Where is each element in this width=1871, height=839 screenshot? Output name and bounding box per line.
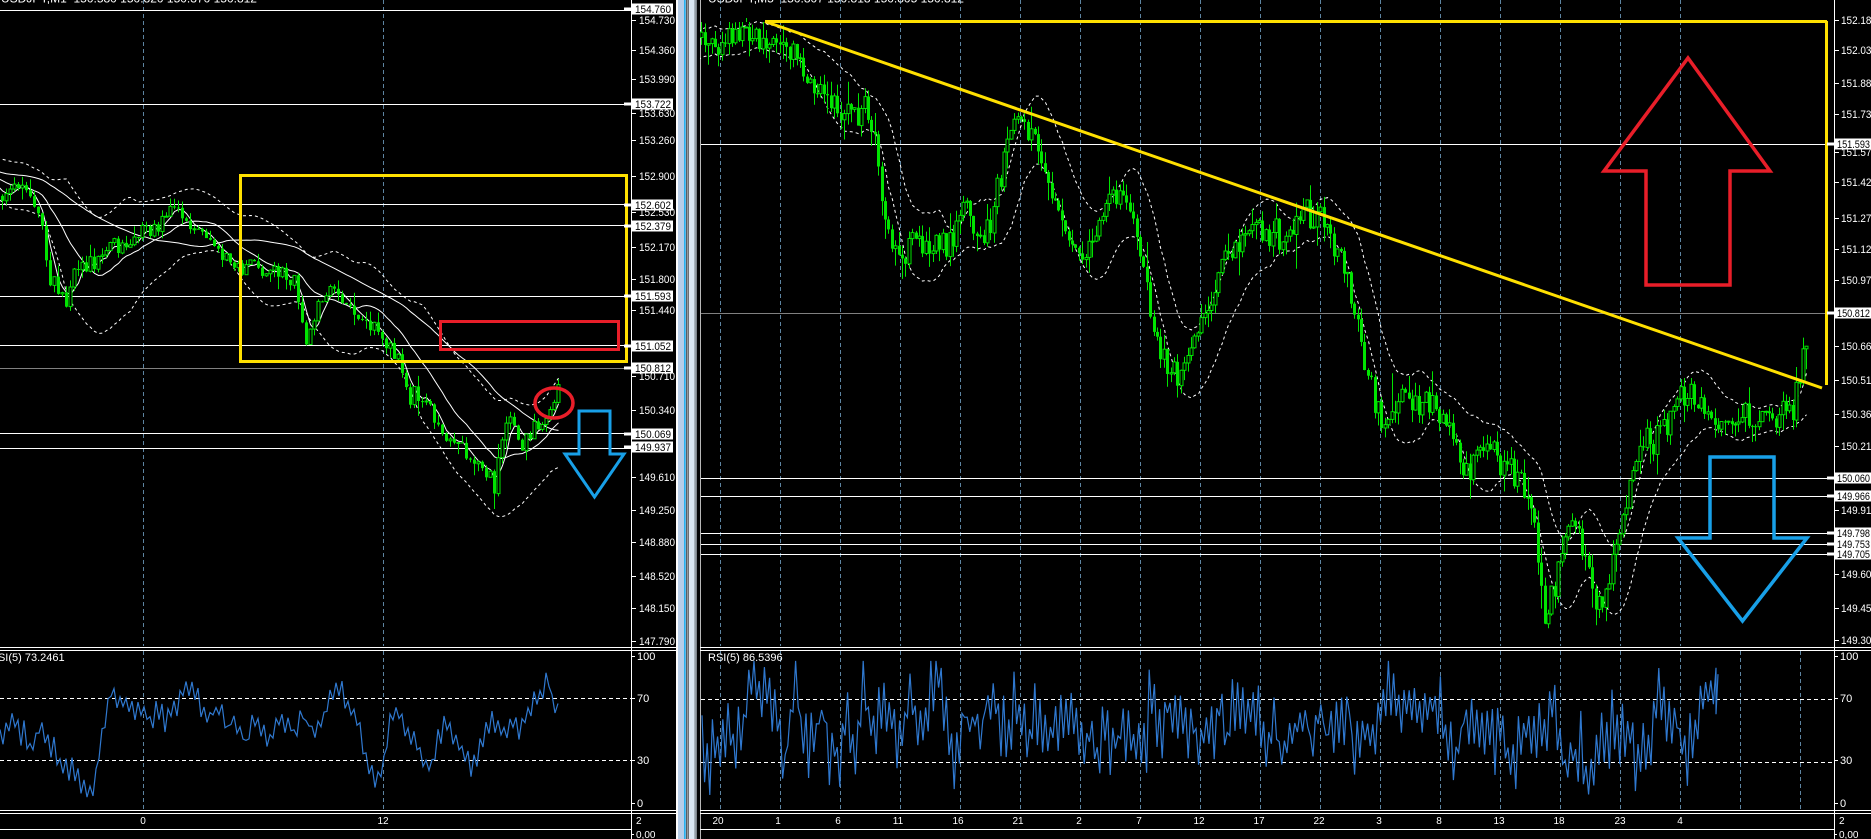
- svg-text:150.710: 150.710: [639, 371, 675, 383]
- svg-text:150.365: 150.365: [1841, 409, 1871, 421]
- svg-text:20: 20: [712, 816, 724, 827]
- svg-text:147.790: 147.790: [639, 636, 675, 648]
- svg-text:154.730: 154.730: [639, 15, 675, 27]
- svg-text:70: 70: [1840, 693, 1852, 705]
- svg-text:100: 100: [637, 651, 655, 663]
- svg-text:70: 70: [637, 693, 649, 705]
- svg-text:150.665: 150.665: [1841, 341, 1871, 353]
- svg-text:150.340: 150.340: [639, 405, 675, 417]
- svg-text:151.052: 151.052: [635, 341, 671, 353]
- svg-text:149.705: 149.705: [1837, 549, 1870, 561]
- svg-text:21: 21: [1012, 816, 1024, 827]
- svg-text:149.753: 149.753: [1837, 539, 1870, 551]
- svg-text:150.812: 150.812: [635, 363, 671, 375]
- svg-text:7: 7: [1136, 816, 1142, 827]
- svg-text:0,00: 0,00: [636, 830, 656, 839]
- svg-text:151.120: 151.120: [1841, 244, 1871, 256]
- svg-text:151.730: 151.730: [1841, 109, 1871, 121]
- svg-text:2: 2: [1839, 816, 1845, 827]
- svg-text:13: 13: [1493, 816, 1505, 827]
- svg-text:USDJPY,M5 150.807 150.818 150: USDJPY,M5 150.807 150.818 150.805 150.81…: [708, 0, 964, 6]
- svg-text:0,00: 0,00: [1839, 830, 1859, 839]
- svg-text:151.593: 151.593: [635, 291, 671, 303]
- svg-text:149.910: 149.910: [1841, 505, 1871, 517]
- svg-text:151.425: 151.425: [1841, 177, 1871, 189]
- svg-text:17: 17: [1253, 816, 1265, 827]
- svg-text:150.210: 150.210: [1841, 441, 1871, 453]
- svg-text:149.937: 149.937: [635, 442, 671, 454]
- svg-text:150.515: 150.515: [1841, 375, 1871, 387]
- svg-text:148.150: 148.150: [639, 603, 675, 615]
- svg-text:RSI(5) 86.5396: RSI(5) 86.5396: [708, 652, 783, 664]
- svg-text:0: 0: [637, 798, 643, 810]
- svg-text:154.760: 154.760: [635, 4, 671, 16]
- svg-text:149.966: 149.966: [1837, 491, 1870, 503]
- svg-text:12: 12: [377, 816, 389, 827]
- svg-text:151.440: 151.440: [639, 305, 675, 317]
- svg-text:151.575: 151.575: [1841, 147, 1871, 159]
- svg-text:18: 18: [1553, 816, 1565, 827]
- svg-text:149.300: 149.300: [1841, 635, 1871, 647]
- svg-text:150.970: 150.970: [1841, 275, 1871, 287]
- svg-text:152.379: 152.379: [635, 221, 671, 233]
- svg-text:16: 16: [952, 816, 964, 827]
- svg-text:11: 11: [893, 816, 904, 827]
- svg-text:22: 22: [1313, 816, 1325, 827]
- svg-text:150.812: 150.812: [1837, 308, 1870, 320]
- svg-text:153.722: 153.722: [635, 99, 671, 111]
- svg-text:151.593: 151.593: [1837, 139, 1870, 151]
- svg-text:23: 23: [1614, 816, 1626, 827]
- svg-text:0: 0: [1840, 798, 1846, 810]
- svg-text:149.455: 149.455: [1841, 603, 1871, 615]
- svg-text:2: 2: [1076, 816, 1082, 827]
- svg-text:150.060: 150.060: [1837, 473, 1870, 485]
- svg-text:0: 0: [140, 816, 146, 827]
- svg-text:RSI(5) 73.2461: RSI(5) 73.2461: [0, 652, 65, 664]
- svg-text:151.275: 151.275: [1841, 213, 1871, 225]
- svg-text:153.260: 153.260: [639, 135, 675, 147]
- svg-text:152.602: 152.602: [635, 200, 671, 212]
- svg-text:30: 30: [1840, 755, 1852, 767]
- svg-text:153.630: 153.630: [639, 108, 675, 120]
- svg-text:148.880: 148.880: [639, 537, 675, 549]
- svg-text:149.250: 149.250: [639, 505, 675, 517]
- svg-text:4: 4: [1677, 816, 1683, 827]
- svg-text:USDJPY,M1 150.580 150.820 150: USDJPY,M1 150.580 150.820 150.370 150.81…: [1, 0, 257, 6]
- svg-text:150.069: 150.069: [635, 429, 671, 441]
- svg-text:30: 30: [637, 755, 649, 767]
- svg-text:6: 6: [835, 816, 841, 827]
- svg-text:152.170: 152.170: [639, 242, 675, 254]
- svg-text:1: 1: [775, 816, 781, 827]
- svg-text:149.610: 149.610: [639, 472, 675, 484]
- svg-text:12: 12: [1193, 816, 1205, 827]
- svg-text:151.800: 151.800: [639, 274, 675, 286]
- svg-text:152.900: 152.900: [639, 171, 675, 183]
- svg-text:151.880: 151.880: [1841, 78, 1871, 90]
- svg-text:152.185: 152.185: [1841, 15, 1871, 27]
- svg-text:3: 3: [1376, 816, 1382, 827]
- svg-text:149.605: 149.605: [1841, 569, 1871, 581]
- svg-text:2: 2: [636, 816, 642, 827]
- svg-text:100: 100: [1840, 651, 1858, 663]
- svg-text:152.030: 152.030: [1841, 45, 1871, 57]
- svg-text:153.990: 153.990: [639, 74, 675, 86]
- svg-text:8: 8: [1436, 816, 1442, 827]
- svg-text:149.798: 149.798: [1837, 528, 1870, 540]
- svg-text:148.520: 148.520: [639, 571, 675, 583]
- svg-text:154.360: 154.360: [639, 45, 675, 57]
